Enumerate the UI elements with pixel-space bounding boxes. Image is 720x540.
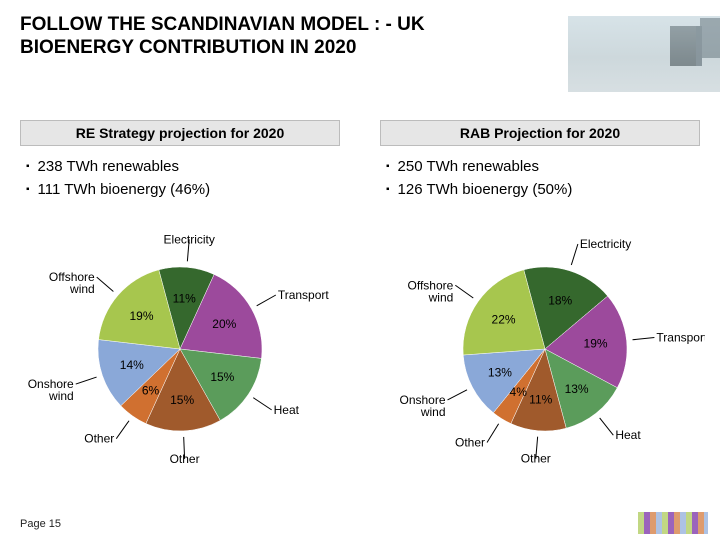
pie-percent-label: 11% — [173, 291, 196, 305]
leader-line — [448, 390, 467, 400]
pie-external-label: Offshorewind — [408, 278, 454, 304]
pie-external-label: Electricity — [164, 232, 215, 246]
header-left: RE Strategy projection for 2020 — [20, 120, 340, 146]
pie-percent-label: 6% — [142, 383, 160, 397]
pie-percent-label: 13% — [488, 366, 512, 380]
leader-line — [455, 285, 473, 298]
pie-external-label: Other — [84, 432, 114, 446]
title-wrap: FOLLOW THE SCANDINAVIAN MODEL : - UK BIO… — [20, 14, 540, 60]
pie-percent-label: 19% — [129, 309, 153, 323]
pie-external-label: Offshorewind — [49, 270, 95, 296]
leader-line — [76, 377, 97, 384]
bullet: 250 TWh renewables — [386, 158, 700, 175]
bullets-right: 250 TWh renewables 126 TWh bioenergy (50… — [380, 152, 700, 200]
pie-percent-label: 19% — [584, 337, 608, 351]
pie-percent-label: 22% — [492, 313, 516, 327]
pie-percent-label: 4% — [510, 385, 528, 399]
headers-row: RE Strategy projection for 2020 RAB Proj… — [20, 120, 700, 146]
charts-row: 11% Electricity 20% Transport 15% Heat 15% Othe… — [20, 208, 700, 490]
leader-line — [97, 277, 114, 291]
pie-external-label: Transport — [656, 331, 705, 345]
leader-line — [600, 418, 614, 435]
header-right: RAB Projection for 2020 — [380, 120, 700, 146]
logo-icon — [638, 512, 708, 534]
bullet: 126 TWh bioenergy (50%) — [386, 181, 700, 198]
pie-percent-label: 15% — [170, 393, 194, 407]
bullet: 111 TWh bioenergy (46%) — [26, 181, 340, 198]
pie-percent-label: 15% — [210, 370, 234, 384]
pie-external-label: Other — [170, 452, 200, 466]
pie-percent-label: 11% — [529, 393, 552, 407]
pie-external-label: Heat — [274, 403, 300, 417]
decorative-photo — [560, 16, 720, 92]
pie-external-label: Onshorewind — [399, 393, 445, 419]
pie-external-label: Other — [521, 452, 551, 466]
leader-line — [116, 421, 129, 439]
pie-external-label: Transport — [278, 288, 330, 302]
leader-line — [257, 295, 276, 306]
pie-chart-left: 11% Electricity 20% Transport 15% Heat 15% Othe… — [20, 208, 340, 490]
body: RE Strategy projection for 2020 RAB Proj… — [20, 120, 700, 490]
pie-external-label: Onshorewind — [28, 377, 74, 403]
pie-percent-label: 18% — [548, 293, 572, 307]
leader-line — [487, 424, 499, 443]
pie-external-label: Other — [455, 435, 485, 449]
pie-percent-label: 20% — [212, 317, 236, 331]
leader-line — [571, 244, 578, 265]
pie-external-label: Heat — [615, 428, 641, 442]
bullet: 238 TWh renewables — [26, 158, 340, 175]
pie-external-label: Electricity — [580, 237, 631, 251]
leader-line — [633, 338, 655, 340]
pie-percent-label: 13% — [565, 382, 589, 396]
pie-svg: 18% Electricity 19% Transport 13% Heat 11% Othe… — [375, 219, 705, 479]
bullets-left: 238 TWh renewables 111 TWh bioenergy (46… — [20, 152, 340, 200]
pie-percent-label: 14% — [120, 358, 144, 372]
slide: FOLLOW THE SCANDINAVIAN MODEL : - UK BIO… — [0, 0, 720, 540]
pie-svg: 11% Electricity 20% Transport 15% Heat 15% Othe… — [15, 219, 345, 479]
bullets-row: 238 TWh renewables 111 TWh bioenergy (46… — [20, 152, 700, 200]
page-title: FOLLOW THE SCANDINAVIAN MODEL : - UK BIO… — [20, 14, 540, 60]
leader-line — [253, 398, 271, 410]
page-footer: Page 15 — [20, 518, 61, 530]
pie-chart-right: 18%Electricity19%Transport13%Heat11%Othe… — [380, 208, 700, 490]
